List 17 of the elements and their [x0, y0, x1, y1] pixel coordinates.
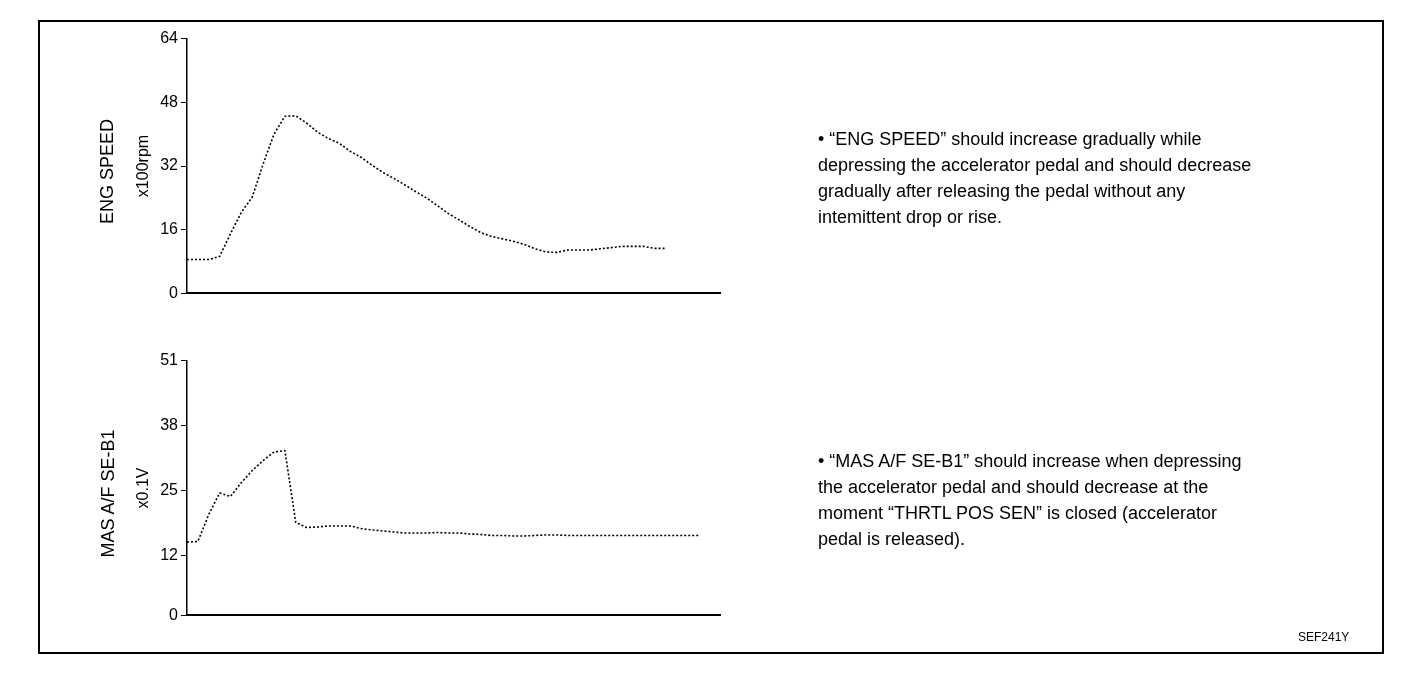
- y-tick-label: 51: [160, 351, 179, 369]
- y-axis-title: x0.1V: [134, 467, 152, 509]
- y-tick-label: 25: [160, 480, 179, 498]
- y-tick-label: 0: [169, 605, 179, 623]
- text: • “MAS A/F SE-B1” should increase when depressing the accelerator pedal and should decrease at the moment “THRTL POS SEN” is closed (accelerator pedal is released).: [818, 450, 1243, 551]
- y-tick-label: 16: [160, 220, 179, 238]
- y-tick-label: 48: [160, 92, 179, 110]
- y-tick-label: 38: [160, 415, 179, 433]
- y-tick-label: 12: [160, 545, 179, 563]
- y-axis-title: x100rpm: [134, 134, 152, 198]
- y-tick-label: 64: [160, 29, 179, 47]
- text: SEF241Y: [1298, 630, 1350, 644]
- y-tick-label: 32: [160, 156, 179, 174]
- text: ENG SPEED: [97, 118, 119, 224]
- text: • “ENG SPEED” should increase gradually while depressing the accelerator pedal and should decrease gradually after releasing the pedal without any intemittent drop or rise.: [818, 128, 1253, 229]
- text: MAS A/F SE-B1: [97, 428, 119, 558]
- y-tick-label: 0: [169, 283, 179, 301]
